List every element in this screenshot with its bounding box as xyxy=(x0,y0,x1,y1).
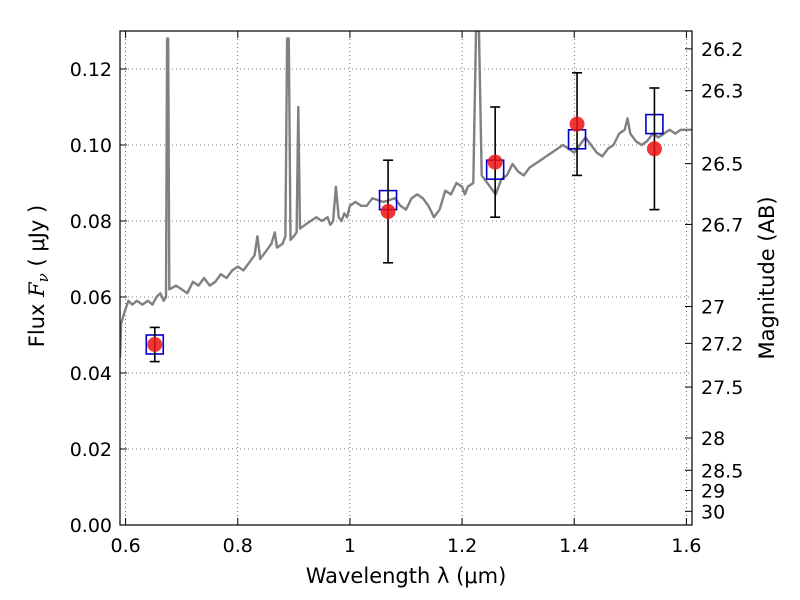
y-tick-label: 0.04 xyxy=(70,363,112,385)
right-tick-label: 28.5 xyxy=(701,460,743,482)
right-tick-label: 27.2 xyxy=(701,333,743,355)
right-tick-label: 27.5 xyxy=(701,377,743,399)
y-label-prefix: Flux xyxy=(25,297,49,347)
right-tick-label: 26.7 xyxy=(701,214,743,236)
grid-lines xyxy=(120,31,692,526)
x-tick-label: 0.6 xyxy=(110,535,140,557)
y-label-subscript: ν xyxy=(34,273,52,282)
y-tick-label: 0.10 xyxy=(70,135,112,157)
observed-flux-point xyxy=(646,141,662,157)
model-spectrum-line xyxy=(120,31,692,358)
axis-ticks: 0.6 0.8 1 1.2 1.4 1.6 0.00 0.02 0.04 0.06 0.08 0.10… xyxy=(70,31,743,557)
y-tick-label: 0.02 xyxy=(70,439,112,461)
x-tick-label: 0.8 xyxy=(223,535,253,557)
plot-frame xyxy=(119,30,693,526)
y-tick-label: 0.00 xyxy=(70,515,112,537)
right-tick-label: 26.2 xyxy=(701,39,743,61)
right-tick-label: 26.5 xyxy=(701,154,743,176)
observed-flux-point xyxy=(487,154,503,170)
x-axis-label: Wavelength λ (μm) xyxy=(306,564,507,588)
plot-data xyxy=(120,31,692,363)
y-axis-label-right: Magnitude (AB) xyxy=(755,196,779,359)
x-tick-label: 1 xyxy=(344,535,356,557)
right-tick-label: 27 xyxy=(701,297,725,319)
y-tick-label: 0.06 xyxy=(70,287,112,309)
right-tick-label: 26.3 xyxy=(701,81,743,103)
y-label-suffix: ( μJy ) xyxy=(25,205,49,273)
y-tick-label: 0.12 xyxy=(70,59,112,81)
observed-flux-point xyxy=(569,116,585,132)
x-tick-label: 1.2 xyxy=(447,535,477,557)
observed-flux-point xyxy=(380,204,396,219)
right-tick-label: 28 xyxy=(701,428,725,450)
right-tick-label: 30 xyxy=(701,501,725,523)
x-tick-label: 1.6 xyxy=(671,535,701,557)
observed-flux-point xyxy=(147,337,163,352)
x-tick-label: 1.4 xyxy=(559,535,589,557)
right-tick-label: 29 xyxy=(701,480,725,502)
y-axis-label-left: Flux Fν ( μJy ) xyxy=(25,205,52,347)
y-tick-label: 0.08 xyxy=(70,211,112,233)
y-label-variable: F xyxy=(25,281,49,298)
